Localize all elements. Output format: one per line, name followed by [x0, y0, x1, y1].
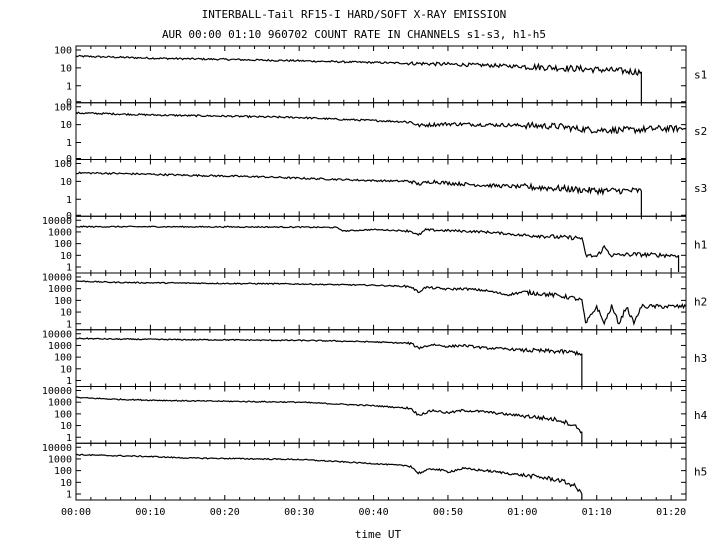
chart-subtitle: AUR 00:00 01:10 960702 COUNT RATE IN CHA…	[162, 28, 546, 41]
y-tick-label: 10000	[42, 443, 72, 454]
y-tick-label: 10000	[42, 216, 72, 227]
x-axis-ticks: 00:00 00:10 00:20 00:30 00:40 00:50 01:00 01:10…	[61, 507, 686, 518]
y-tick-label: 10000	[42, 329, 72, 340]
panels-group: 1001010s11001010s21001010s31000010001001…	[42, 45, 708, 501]
y-tick-label: 100	[54, 466, 72, 477]
y-tick-label: 1	[66, 376, 72, 387]
y-tick-label: 0	[66, 211, 72, 222]
y-tick-label: 10	[60, 251, 72, 262]
y-tick-label: 10000	[42, 386, 72, 397]
x-tick-label: 01:20	[656, 507, 686, 518]
panel-frame	[75, 45, 687, 104]
y-tick-label: 1	[66, 490, 72, 501]
y-tick-label: 10	[60, 478, 72, 489]
y-tick-label: 1000	[48, 398, 72, 409]
series-line-s2	[75, 111, 686, 135]
panel-frame	[75, 272, 687, 331]
x-tick-label: 00:20	[210, 507, 240, 518]
y-tick-label: 1	[66, 195, 72, 206]
y-tick-label: 100	[54, 159, 72, 170]
series-label-s1: s1	[694, 68, 707, 81]
x-tick-label: 00:30	[284, 507, 314, 518]
y-tick-label: 1	[66, 433, 72, 444]
series-line-h3	[75, 337, 583, 357]
y-tick-label: 10	[60, 308, 72, 319]
series-label-s3: s3	[694, 182, 707, 195]
y-tick-label: 1	[66, 138, 72, 149]
y-tick-label: 100	[54, 239, 72, 250]
y-tick-label: 10	[60, 364, 72, 375]
series-label-h3: h3	[694, 352, 707, 365]
x-tick-label: 00:50	[433, 507, 463, 518]
series-label-h1: h1	[694, 239, 707, 252]
series-line-h5	[75, 453, 583, 495]
series-line-h1	[75, 225, 680, 259]
panel-frame	[75, 386, 687, 444]
y-tick-label: 1	[66, 319, 72, 330]
series-line-s1	[75, 54, 642, 77]
y-tick-label: 100	[54, 353, 72, 364]
y-tick-label: 1	[66, 81, 72, 92]
y-tick-label: 100	[54, 409, 72, 420]
y-tick-label: 100	[54, 296, 72, 307]
y-tick-label: 100	[54, 46, 72, 57]
x-tick-label: 00:40	[359, 507, 389, 518]
panel-frame	[75, 329, 687, 387]
x-tick-label: 00:10	[135, 507, 165, 518]
y-tick-label: 10	[60, 120, 72, 131]
y-tick-label: 10	[60, 421, 72, 432]
y-tick-label: 10	[60, 63, 72, 74]
x-tick-label: 01:00	[507, 507, 537, 518]
panel-frame	[75, 442, 687, 501]
series-line-h2	[75, 280, 687, 326]
series-label-h2: h2	[694, 295, 707, 308]
y-tick-label: 1000	[48, 227, 72, 238]
series-line-s3	[75, 171, 642, 196]
y-tick-label: 100	[54, 102, 72, 113]
y-tick-label: 1	[66, 263, 72, 274]
series-label-h5: h5	[694, 466, 707, 479]
x-axis-label: time UT	[355, 528, 402, 541]
y-tick-label: 0	[66, 154, 72, 165]
series-label-s2: s2	[694, 125, 707, 138]
y-tick-label: 10000	[42, 273, 72, 284]
series-line-h4	[75, 396, 583, 434]
y-tick-label: 1000	[48, 341, 72, 352]
panel-frame	[75, 102, 687, 160]
y-tick-label: 0	[66, 97, 72, 108]
x-tick-label: 00:00	[61, 507, 91, 518]
panel-frame	[75, 215, 687, 274]
chart-title: INTERBALL-Tail RF15-I HARD/SOFT X-RAY EM…	[202, 8, 507, 21]
y-tick-label: 1000	[48, 284, 72, 295]
series-label-h4: h4	[694, 409, 708, 422]
x-tick-label: 01:10	[582, 507, 612, 518]
y-tick-label: 10	[60, 177, 72, 188]
y-tick-label: 1000	[48, 454, 72, 465]
